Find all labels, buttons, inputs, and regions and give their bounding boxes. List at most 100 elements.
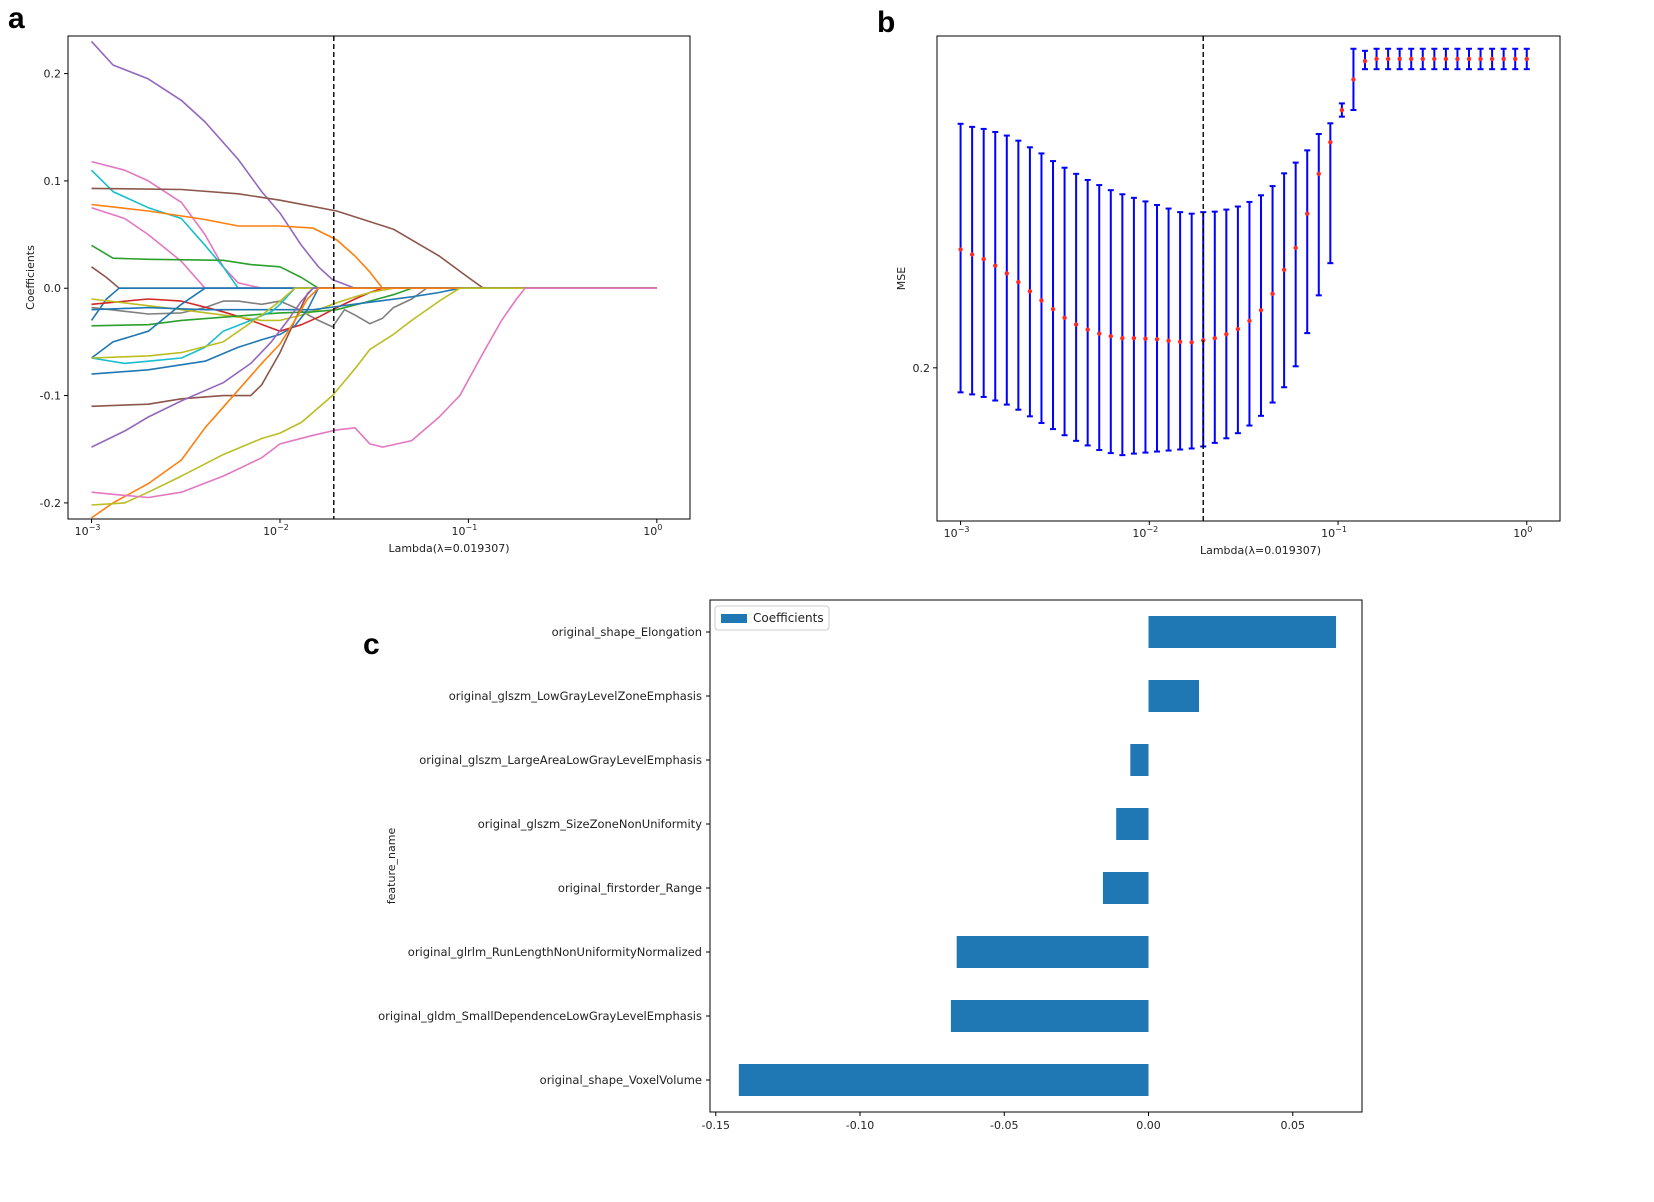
mse-mean-point — [1524, 56, 1529, 62]
panel-c-y-axis-label: feature_name — [385, 828, 398, 905]
mse-mean-point — [1189, 340, 1194, 345]
panel-a-xtick-label: 100 — [643, 523, 662, 538]
panel-c-xtick-label: 0.05 — [1281, 1119, 1306, 1132]
coefficient-bar — [956, 936, 1149, 968]
coefficient-path-s5 — [91, 203, 657, 289]
panel-b-xtick-base: 10 — [1513, 527, 1527, 540]
feature-name-label: original_glrlm_RunLengthNonUniformityNor… — [408, 945, 702, 959]
mse-mean-point — [1374, 56, 1379, 62]
mse-mean-point — [1489, 56, 1495, 62]
mse-mean-point — [1073, 322, 1079, 327]
coefficient-bar — [950, 1000, 1149, 1032]
mse-mean-point — [1131, 336, 1137, 341]
panel-b-xtick-exponent: −2 — [1146, 525, 1158, 534]
panel-c-xtick-label: 0.00 — [1136, 1119, 1161, 1132]
panel-a-xtick-label: 10−1 — [451, 523, 477, 538]
coefficient-path-s22 — [91, 287, 657, 506]
panel-b-xtick-label: 100 — [1513, 525, 1532, 540]
mse-mean-point — [1177, 339, 1183, 345]
mse-mean-point — [1039, 298, 1044, 303]
coefficient-bar — [1130, 744, 1149, 776]
mse-mean-point — [993, 263, 998, 268]
mse-mean-point — [1085, 327, 1090, 332]
legend-label: Coefficients — [753, 611, 824, 625]
panel-a-xtick-exponent: −2 — [277, 523, 289, 532]
mse-mean-point — [1120, 336, 1125, 341]
mse-mean-point — [1108, 333, 1113, 339]
panel-b-xtick-base: 10 — [1321, 527, 1335, 540]
mse-mean-point — [1305, 211, 1310, 216]
panel-a-ytick-label: -0.2 — [40, 497, 61, 510]
mse-mean-point — [1154, 337, 1160, 342]
panel-a-ytick-label: 0.2 — [44, 68, 62, 81]
legend-swatch — [721, 614, 747, 623]
feature-name-label: original_gldm_SmallDependenceLowGrayLeve… — [378, 1009, 702, 1023]
panel-b-xtick-base: 10 — [944, 527, 958, 540]
coefficient-path-s9 — [90, 287, 657, 321]
panel-label-b: b — [877, 6, 895, 39]
feature-name-label: original_glszm_LowGrayLevelZoneEmphasis — [449, 689, 702, 703]
mse-mean-point — [1501, 56, 1506, 62]
feature-name-label: original_shape_Elongation — [552, 625, 702, 639]
mse-mean-point — [1016, 279, 1021, 285]
panel-label-c: c — [363, 628, 380, 661]
coefficient-bar — [1148, 616, 1337, 648]
panel-b-xtick-base: 10 — [1132, 527, 1146, 540]
panel-label-a: a — [8, 2, 25, 35]
mse-mean-point — [958, 247, 963, 252]
coefficient-path-s20 — [91, 287, 657, 448]
mse-mean-point — [1420, 56, 1425, 62]
panel-c-xtick-label: -0.15 — [702, 1119, 730, 1132]
panel-b-xtick-exponent: −3 — [958, 525, 970, 534]
mse-mean-point — [1235, 326, 1241, 332]
mse-mean-point — [1339, 107, 1345, 113]
panel-a-xtick-label: 10−3 — [75, 523, 101, 538]
panel-b-axes-frame — [936, 35, 1561, 522]
panel-a-axes-frame — [67, 35, 691, 520]
coefficient-path-s18 — [91, 287, 657, 375]
coefficient-bar — [738, 1064, 1149, 1096]
mse-mean-point — [1362, 58, 1368, 64]
panel-a-xtick-exponent: −1 — [465, 523, 477, 532]
mse-mean-point — [1351, 77, 1356, 82]
coefficient-bar — [1116, 808, 1149, 840]
coefficient-path-s7 — [91, 244, 657, 289]
mse-mean-point — [1385, 56, 1391, 62]
panel-a-xtick-label: 10−2 — [263, 523, 289, 538]
coefficient-path-s12 — [91, 287, 657, 322]
panel-b-y-axis-label: MSE — [895, 267, 908, 290]
panel-a-xtick-exponent: −3 — [89, 523, 101, 532]
mse-mean-point — [981, 256, 986, 262]
feature-name-label: original_firstorder_Range — [558, 881, 702, 895]
panel-a-ytick-label: 0.1 — [44, 175, 62, 188]
mse-mean-point — [1443, 56, 1449, 62]
panel-b-xtick-label: 10−2 — [1132, 525, 1158, 540]
mse-mean-point — [1027, 289, 1033, 294]
mse-mean-point — [1247, 318, 1252, 324]
feature-name-label: original_shape_VoxelVolume — [540, 1073, 702, 1087]
coefficient-path-s21 — [91, 287, 657, 519]
panel-a-coefficient-path-chart: -0.2-0.10.00.10.210−3 10−2 10−1 100Lambda(λ… — [24, 35, 691, 555]
mse-mean-point — [1281, 267, 1287, 273]
mse-mean-point — [1212, 336, 1217, 341]
mse-mean-point — [1455, 56, 1460, 62]
panel-b-x-axis-label: Lambda(λ=0.019307) — [1200, 544, 1321, 557]
mse-mean-point — [1258, 307, 1264, 313]
coefficient-path-s23 — [91, 287, 657, 499]
mse-mean-point — [1397, 56, 1402, 62]
mse-mean-point — [1316, 171, 1321, 177]
panel-b-xtick-exponent: −1 — [1335, 525, 1347, 534]
coefficient-path-s15 — [91, 287, 657, 359]
feature-name-label: original_glszm_SizeZoneNonUniformity — [478, 817, 702, 831]
panel-b-xtick-label: 10−3 — [944, 525, 970, 540]
panel-a-xtick-base: 10 — [643, 525, 657, 538]
panel-a-x-axis-label: Lambda(λ=0.019307) — [388, 542, 509, 555]
panel-a-xtick-base: 10 — [451, 525, 465, 538]
mse-mean-point — [1478, 56, 1483, 62]
mse-mean-point — [969, 252, 975, 257]
mse-mean-point — [1050, 306, 1056, 312]
coefficient-path-s6 — [91, 206, 657, 289]
coefficient-path-s16 — [91, 287, 657, 365]
